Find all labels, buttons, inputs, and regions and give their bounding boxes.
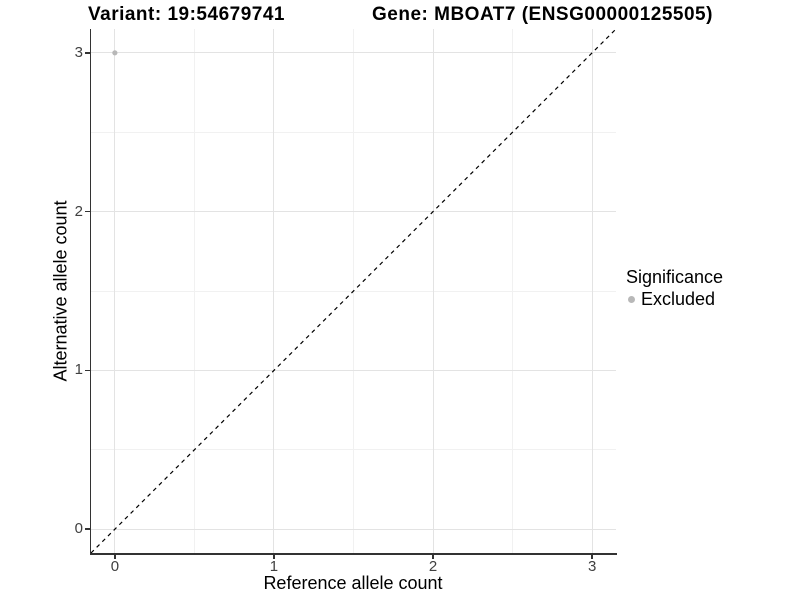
x-tick-mark — [591, 554, 593, 559]
legend-item-label: Excluded — [641, 289, 716, 309]
x-major-gridline — [432, 29, 434, 553]
x-major-gridline — [591, 29, 593, 553]
y-major-gridline — [91, 211, 616, 213]
plot-panel — [90, 28, 617, 554]
x-tick-mark — [273, 554, 275, 559]
y-tick-mark — [85, 369, 90, 372]
legend-title: Significance — [626, 267, 724, 287]
legend: Significance Excluded — [626, 267, 724, 309]
y-tick-label: 3 — [74, 43, 83, 61]
legend-item-excluded: Excluded — [628, 289, 715, 310]
x-axis-title: Reference allele count — [263, 573, 443, 593]
plot-title-variant: Variant: 19:54679741 — [88, 4, 285, 25]
x-tick-mark — [432, 554, 434, 559]
y-tick-mark — [85, 52, 90, 54]
y-tick-mark — [85, 528, 90, 530]
x-tick-label: 1 — [269, 558, 279, 575]
y-major-gridline — [91, 52, 616, 54]
panel-drawing-layer — [90, 28, 617, 554]
x-major-gridline — [114, 29, 116, 553]
y-major-gridline — [91, 369, 616, 371]
y-axis-line — [89, 29, 91, 555]
y-major-gridline — [91, 528, 616, 530]
x-tick-label: 0 — [110, 558, 120, 575]
x-axis-line — [89, 553, 617, 555]
identity-dashed-line — [90, 28, 617, 554]
y-tick-label: 2 — [74, 202, 83, 220]
y-tick-mark — [85, 210, 90, 213]
data-point — [112, 50, 118, 56]
x-tick-mark — [114, 554, 116, 559]
y-minor-gridline — [91, 131, 616, 133]
y-axis-title: Alternative allele count — [50, 200, 71, 382]
x-tick-label: 2 — [428, 558, 438, 575]
y-minor-gridline — [91, 449, 616, 451]
x-tick-label: 3 — [587, 558, 597, 575]
legend-point-icon — [628, 296, 635, 303]
y-tick-label: 1 — [74, 361, 83, 379]
y-tick-label: 0 — [74, 520, 83, 538]
x-major-gridline — [273, 29, 275, 553]
plot-title-gene: Gene: MBOAT7 (ENSG00000125505) — [372, 4, 713, 25]
